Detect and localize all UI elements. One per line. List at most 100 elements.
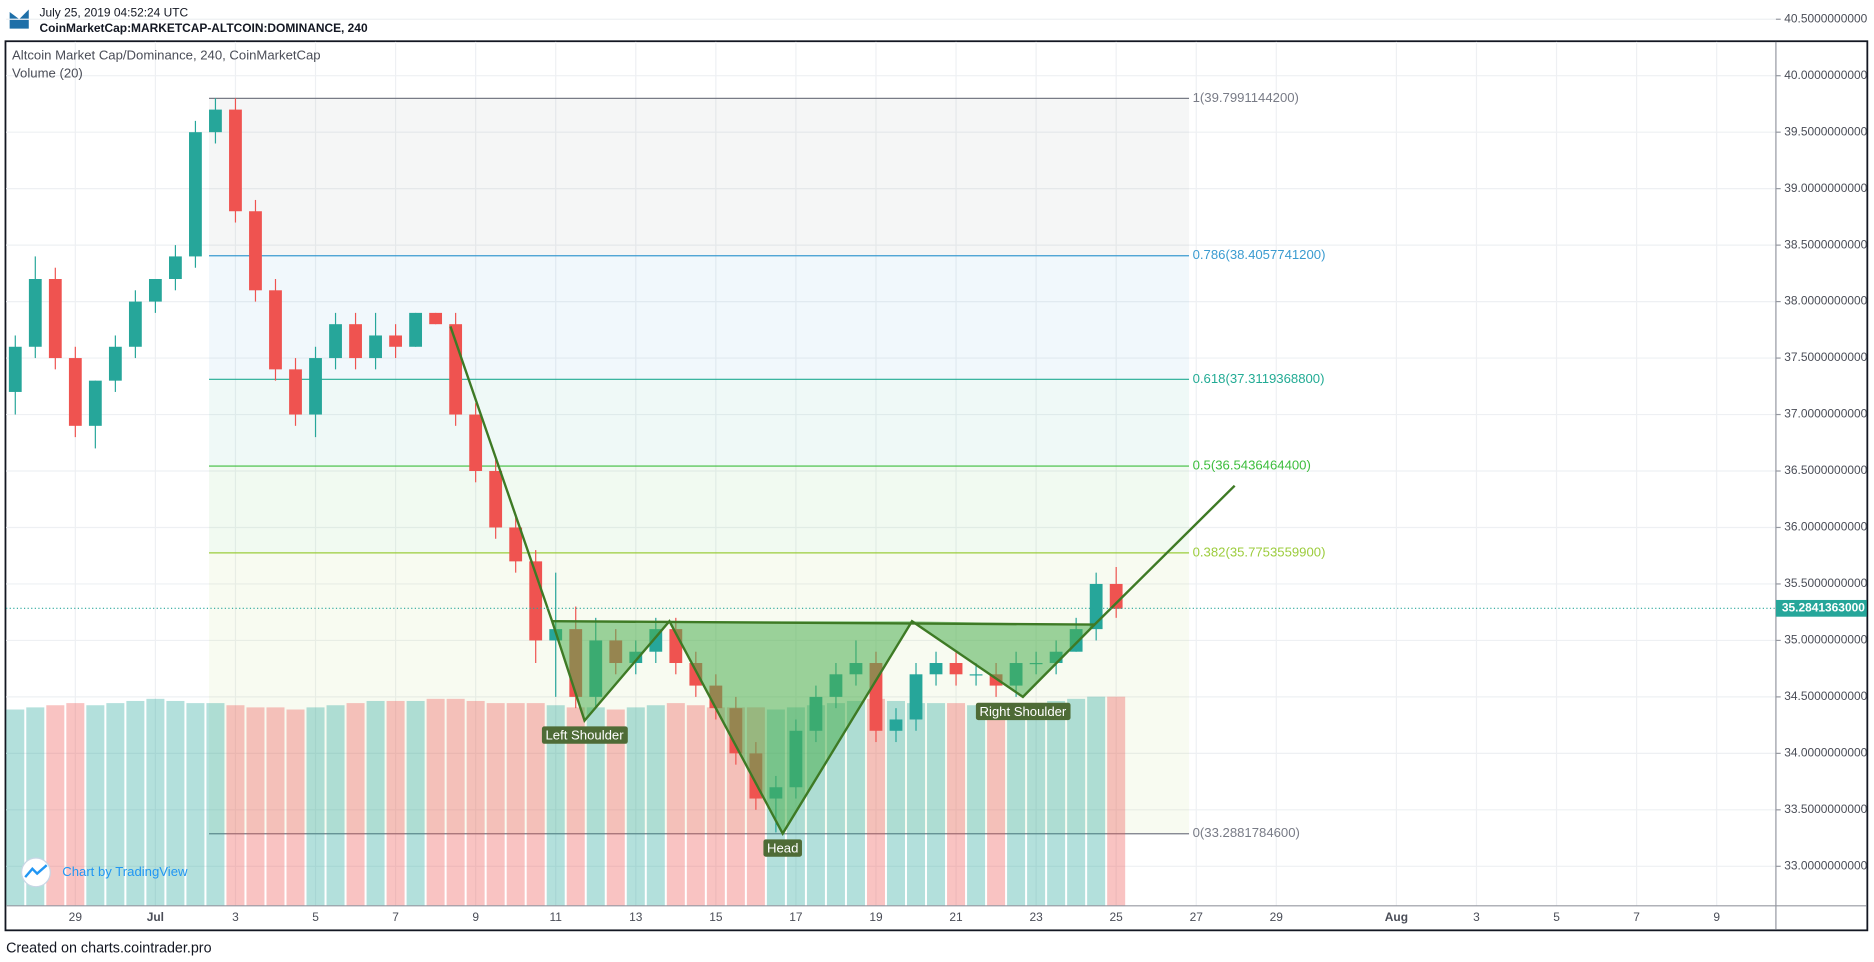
candle-body [209,109,222,133]
candle-body [429,312,443,325]
candle-body [88,380,102,426]
candle-body [389,335,402,347]
x-tick-label: 7 [392,910,399,924]
candle-body [289,369,302,415]
y-tick-label: 37.0000000000 [1784,407,1867,421]
pattern-label: Left Shoulder [546,728,625,743]
volume-bar [386,700,405,906]
candle-body [1109,583,1123,609]
candle-body [309,358,322,415]
volume-bar [686,705,705,906]
candle-body [128,301,142,347]
branding-text: Chart by TradingView [62,864,188,879]
candle-body [68,358,82,426]
x-tick-label: 29 [69,910,83,924]
y-tick-label: 33.5000000000 [1784,802,1867,816]
symbol: CoinMarketCap:MARKETCAP-ALTCOIN:DOMINANC… [40,21,368,35]
x-tick-label: 5 [1553,910,1560,924]
header: July 25, 2019 04:52:24 UTC CoinMarketCap… [8,5,368,35]
y-tick-label: 36.5000000000 [1784,463,1867,477]
candle-body [48,279,62,359]
volume-bar [1007,705,1026,906]
x-tick-label: 19 [869,910,883,924]
x-tick-label: 13 [629,910,643,924]
fib-band [209,255,1190,380]
candle-body [169,256,182,280]
volume-bar [967,705,986,906]
volume-bar [326,705,345,906]
volume-bar [46,705,65,906]
candle-body [249,211,262,291]
fibonacci: 1(39.7991144200) 0.786(38.4057741200) 0.61… [209,90,1325,840]
candle-body [469,414,483,472]
pattern-fill [912,621,1095,697]
fib-label: 1(39.7991144200) [1193,90,1299,105]
fib-band [209,98,1190,256]
neckline [552,620,1095,626]
y-tick-label: 36.0000000000 [1784,520,1867,534]
volume-bar [106,703,125,906]
volume-bar [1047,700,1066,906]
candle-body [269,290,282,370]
volume-bar [346,703,365,906]
x-tick-label: 17 [789,910,803,924]
y-tick-label: 39.0000000000 [1784,181,1867,195]
x-tick-label: 23 [1029,910,1043,924]
x-tick-label: 5 [312,910,319,924]
fib-band [209,379,1190,467]
y-tick-label: 37.5000000000 [1784,350,1867,364]
volume-bar [466,700,485,906]
series-legend: Altcoin Market Cap/Dominance, 240, CoinM… [12,48,321,63]
volume-legend: Volume (20) [12,66,83,81]
volume-bar [366,700,385,906]
volume-bar [846,700,865,906]
last-price-label: 35.2841363000 [1782,600,1865,614]
y-tick-label: 33.0000000000 [1784,858,1867,872]
x-tick-label: 25 [1110,910,1124,924]
volume-bar [606,709,625,906]
volume-bar [226,705,245,906]
candle-body [148,279,162,302]
fib-band [209,466,1190,553]
y-tick-label: 34.0000000000 [1784,746,1867,760]
y-tick-label: 35.5000000000 [1784,576,1867,590]
x-tick-label: 27 [1190,910,1204,924]
volume-bar [286,709,305,906]
volume-bar [1107,696,1126,906]
candle-body [8,346,22,392]
pattern: Left Shoulder Head Right Shoulder [449,326,1236,857]
candle-body [409,312,423,347]
volume-bar [546,705,565,906]
candle-body [949,663,963,675]
volume-bar [987,718,1006,906]
candle-body [909,674,923,720]
fib-label: 0.786(38.4057741200) [1193,247,1326,262]
x-tick-label: 11 [550,910,563,924]
volume-bar [866,698,885,906]
grid [6,18,1776,906]
y-tick-label: 38.0000000000 [1784,294,1867,308]
fib-label: 0.5(36.5436464400) [1193,458,1311,473]
pattern-label: Head [767,841,798,856]
pattern-fill [669,621,913,834]
x-tick-label: 9 [472,910,479,924]
x-tick-label: 21 [949,910,963,924]
volume-bar [26,707,45,906]
fib-label: 0(33.2881784600) [1193,825,1300,840]
volume-bar [706,707,725,906]
volume-bar [886,700,906,906]
candle-body [189,132,202,257]
pattern-fill [552,621,670,721]
volume-bar [566,707,585,906]
y-tick-label: 39.5000000000 [1784,124,1867,138]
volume-bar [146,698,165,906]
volume-bar [1027,703,1046,906]
candle-body [1089,583,1103,630]
pattern-line [449,326,1236,836]
branding-icon-mark [24,864,48,878]
volume-bar [66,703,85,906]
fib-label: 0.618(37.3119368800) [1193,371,1325,386]
x-tick-label: 15 [709,910,723,924]
